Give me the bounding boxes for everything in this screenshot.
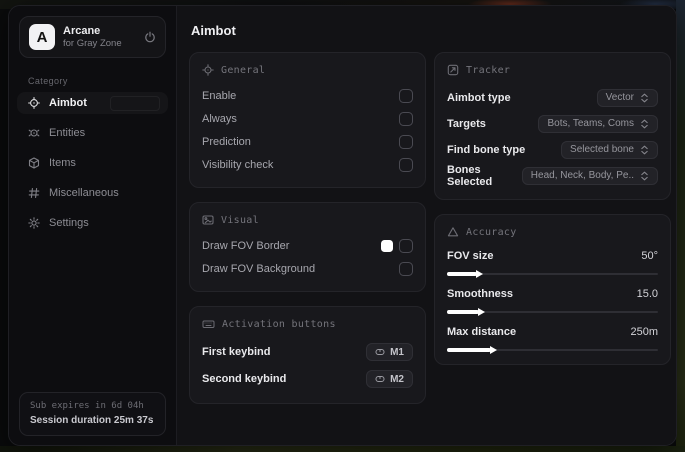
setting-row: Aimbot type Vector (447, 85, 658, 110)
desktop-background-top (0, 0, 685, 9)
setting-row: Draw FOV Border (202, 235, 413, 257)
image-icon (202, 214, 214, 226)
setting-row: Prediction (202, 131, 413, 153)
page-title: Aimbot (191, 23, 236, 38)
sidebar: A Arcane for Gray Zone Category Aimbot (9, 6, 177, 445)
fov-border-color-swatch[interactable] (381, 240, 393, 252)
gear-icon (28, 217, 40, 229)
activation-buttons-card: Activation buttons First keybind M1 (189, 306, 426, 404)
triangle-icon (447, 226, 459, 238)
setting-row: Find bone type Selected bone (447, 137, 658, 162)
setting-row: Enable (202, 85, 413, 107)
max-distance-slider[interactable] (447, 346, 658, 354)
sidebar-item-settings[interactable]: Settings (17, 212, 168, 234)
smoothness-slider[interactable] (447, 308, 658, 316)
sidebar-nav: Aimbot Entities Items (9, 92, 176, 234)
targets-dropdown[interactable]: Bots, Teams, Coms (538, 114, 658, 133)
fov-size-value: 50° (641, 250, 658, 262)
visibility-check-checkbox[interactable] (399, 158, 413, 172)
sidebar-item-label: Settings (49, 217, 89, 229)
setting-row: Second keybind M2 (202, 366, 413, 392)
second-keybind-button[interactable]: M2 (366, 370, 413, 388)
sidebar-item-label: Items (49, 157, 76, 169)
trend-icon (447, 64, 459, 76)
ghost-badge (110, 96, 160, 111)
always-checkbox[interactable] (399, 112, 413, 126)
first-keybind-button[interactable]: M1 (366, 343, 413, 361)
mouse-icon (375, 374, 385, 384)
slider-fill (447, 270, 482, 278)
slider-fill (447, 346, 498, 354)
left-column: General Enable Always Prediction (189, 52, 426, 404)
sidebar-item-entities[interactable]: Entities (17, 122, 168, 144)
fov-size-setting: FOV size 50° (447, 247, 658, 278)
sidebar-item-miscellaneous[interactable]: Miscellaneous (17, 182, 168, 204)
crosshair-icon (28, 97, 40, 109)
aimbot-type-dropdown[interactable]: Vector (596, 88, 658, 107)
crosshair-icon (202, 64, 214, 76)
card-title: Visual (221, 214, 259, 226)
keyboard-icon (202, 318, 215, 330)
chevron-updown-icon (640, 119, 649, 129)
draw-fov-border-checkbox[interactable] (399, 239, 413, 253)
chevron-updown-icon (640, 145, 649, 155)
right-column: Tracker Aimbot type Vector (434, 52, 671, 365)
card-title: Accuracy (466, 226, 517, 238)
app-header: A Arcane for Gray Zone (19, 16, 166, 58)
setting-row: Bones Selected Head, Neck, Body, Pe.. (447, 163, 658, 188)
mouse-icon (375, 347, 385, 357)
max-distance-setting: Max distance 250m (447, 323, 658, 354)
fov-size-slider[interactable] (447, 270, 658, 278)
smoothness-value: 15.0 (636, 288, 658, 300)
desktop-background-right (676, 0, 685, 452)
sidebar-item-label: Aimbot (49, 97, 87, 109)
card-title: Activation buttons (222, 318, 336, 330)
session-duration-text: Session duration 25m 37s (30, 415, 154, 426)
smoothness-setting: Smoothness 15.0 (447, 285, 658, 316)
scan-icon (28, 127, 40, 139)
sidebar-item-items[interactable]: Items (17, 152, 168, 174)
hash-icon (28, 187, 40, 199)
app-subtitle: for Gray Zone (63, 37, 122, 49)
setting-row: Always (202, 108, 413, 130)
bones-selected-dropdown[interactable]: Head, Neck, Body, Pe.. (521, 166, 658, 185)
setting-row: Visibility check (202, 154, 413, 176)
app-logo: A (29, 24, 55, 50)
setting-row: First keybind M1 (202, 339, 413, 365)
enable-checkbox[interactable] (399, 89, 413, 103)
power-icon[interactable] (144, 31, 156, 43)
sidebar-item-aimbot[interactable]: Aimbot (17, 92, 168, 114)
desktop-background-bottom (0, 446, 685, 452)
chevron-updown-icon (640, 93, 649, 103)
subscription-info: Sub expires in 6d 04h Session duration 2… (19, 391, 166, 436)
accuracy-card: Accuracy FOV size 50° Smoothness (434, 214, 671, 365)
setting-row: Targets Bots, Teams, Coms (447, 111, 658, 136)
general-card: General Enable Always Prediction (189, 52, 426, 188)
package-icon (28, 157, 40, 169)
app-window: A Arcane for Gray Zone Category Aimbot (8, 5, 677, 446)
sidebar-item-label: Miscellaneous (49, 187, 119, 199)
sidebar-item-label: Entities (49, 127, 86, 139)
tracker-card: Tracker Aimbot type Vector (434, 52, 671, 200)
setting-row: Draw FOV Background (202, 258, 413, 280)
card-title: Tracker (466, 64, 511, 76)
visual-card: Visual Draw FOV Border Draw FOV Backgrou… (189, 202, 426, 292)
max-distance-value: 250m (630, 326, 658, 338)
card-title: General (221, 64, 266, 76)
prediction-checkbox[interactable] (399, 135, 413, 149)
category-label: Category (28, 76, 68, 86)
chevron-updown-icon (640, 171, 649, 181)
draw-fov-background-checkbox[interactable] (399, 262, 413, 276)
find-bone-type-dropdown[interactable]: Selected bone (561, 140, 658, 159)
main-panel: Aimbot General Enable (177, 6, 676, 445)
slider-fill (447, 308, 485, 316)
app-name: Arcane (63, 24, 101, 37)
sub-expires-text: Sub expires in 6d 04h (30, 400, 144, 411)
